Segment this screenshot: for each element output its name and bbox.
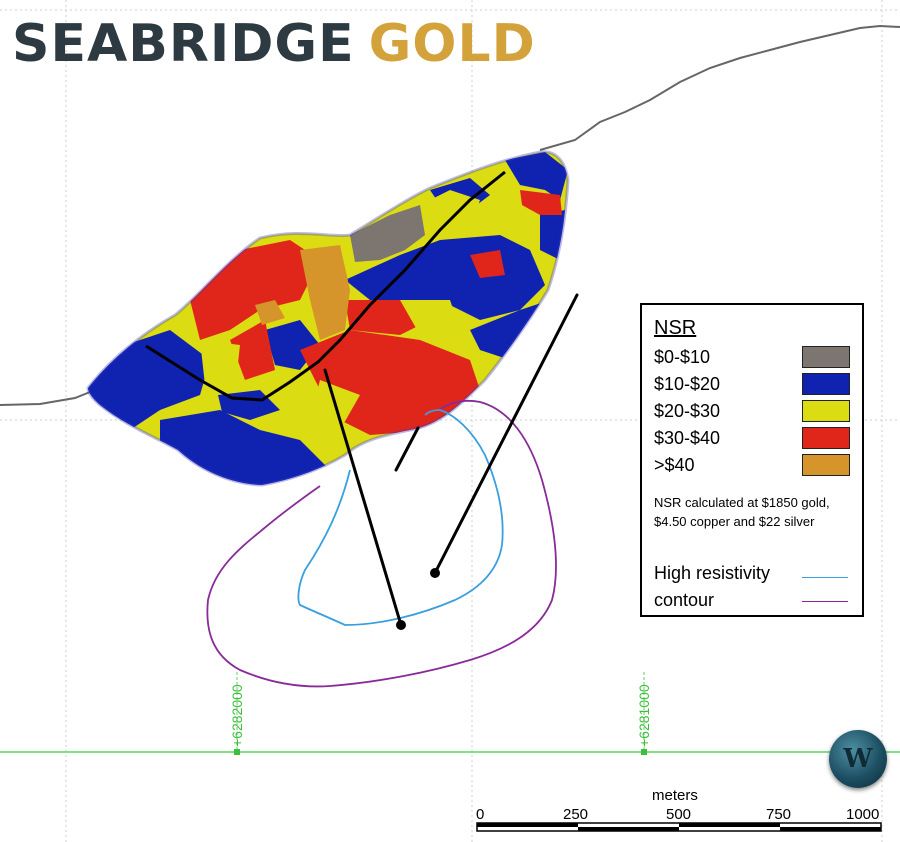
ore-body-outline bbox=[86, 150, 570, 487]
legend-label-10-20: $10-$20 bbox=[654, 374, 721, 394]
drillhole-end bbox=[396, 620, 406, 630]
nsr-note: NSR calculated at $1850 gold, $4.50 copp… bbox=[654, 495, 830, 529]
scale-tick-0: 0 bbox=[476, 806, 485, 823]
legend-label-30-40: $30-$40 bbox=[654, 428, 721, 448]
legend-contour-line bbox=[802, 601, 848, 602]
scale-tick-1000: 1000 bbox=[846, 806, 880, 823]
scale-unit: meters bbox=[652, 787, 698, 804]
legend-swatch-over-40 bbox=[802, 454, 850, 476]
legend-high-resistivity-line bbox=[802, 577, 848, 578]
drillhole-line bbox=[323, 368, 403, 627]
legend-high-resistivity-label: High resistivity bbox=[654, 563, 771, 583]
contour-line bbox=[206, 399, 557, 688]
legend-swatch-10-20 bbox=[802, 373, 850, 395]
scale-tick-500: 500 bbox=[666, 806, 692, 823]
logo-seabridge: SEABRIDGE bbox=[12, 14, 355, 74]
company-logo: SEABRIDGE GOLD bbox=[12, 18, 536, 70]
nsr-legend: NSR $0-$10 $10-$20 $20-$30 $30-$40 >$40 … bbox=[640, 303, 864, 617]
legend-swatch-0-10 bbox=[802, 346, 850, 368]
northing-marker bbox=[641, 749, 647, 755]
scale-tick-750: 750 bbox=[766, 806, 792, 823]
high-resistivity-line bbox=[297, 409, 504, 626]
scale-tick-250: 250 bbox=[563, 806, 589, 823]
northing-marker bbox=[234, 749, 240, 755]
drillhole-end bbox=[430, 568, 440, 578]
west-orientation-icon: W bbox=[829, 730, 887, 788]
scale-bar bbox=[476, 822, 882, 832]
drillhole-line bbox=[394, 426, 420, 472]
drillholes bbox=[323, 293, 579, 630]
legend-label-over-40: >$40 bbox=[654, 455, 695, 475]
legend-swatch-30-40 bbox=[802, 427, 850, 449]
northing-label-1: +6282000 bbox=[229, 684, 245, 747]
legend-label-20-30: $20-$30 bbox=[654, 401, 721, 421]
logo-gold: GOLD bbox=[368, 14, 536, 74]
nsr-block-model bbox=[88, 151, 568, 485]
drillhole-line bbox=[433, 293, 579, 575]
legend-label-0-10: $0-$10 bbox=[654, 347, 711, 367]
orientation-letter: W bbox=[843, 744, 873, 774]
legend-swatch-20-30 bbox=[802, 400, 850, 422]
legend-title: NSR bbox=[654, 317, 697, 339]
legend-contour-label: contour bbox=[654, 590, 715, 610]
northing-label-2: +6281000 bbox=[636, 684, 652, 747]
section-trace bbox=[145, 170, 506, 402]
